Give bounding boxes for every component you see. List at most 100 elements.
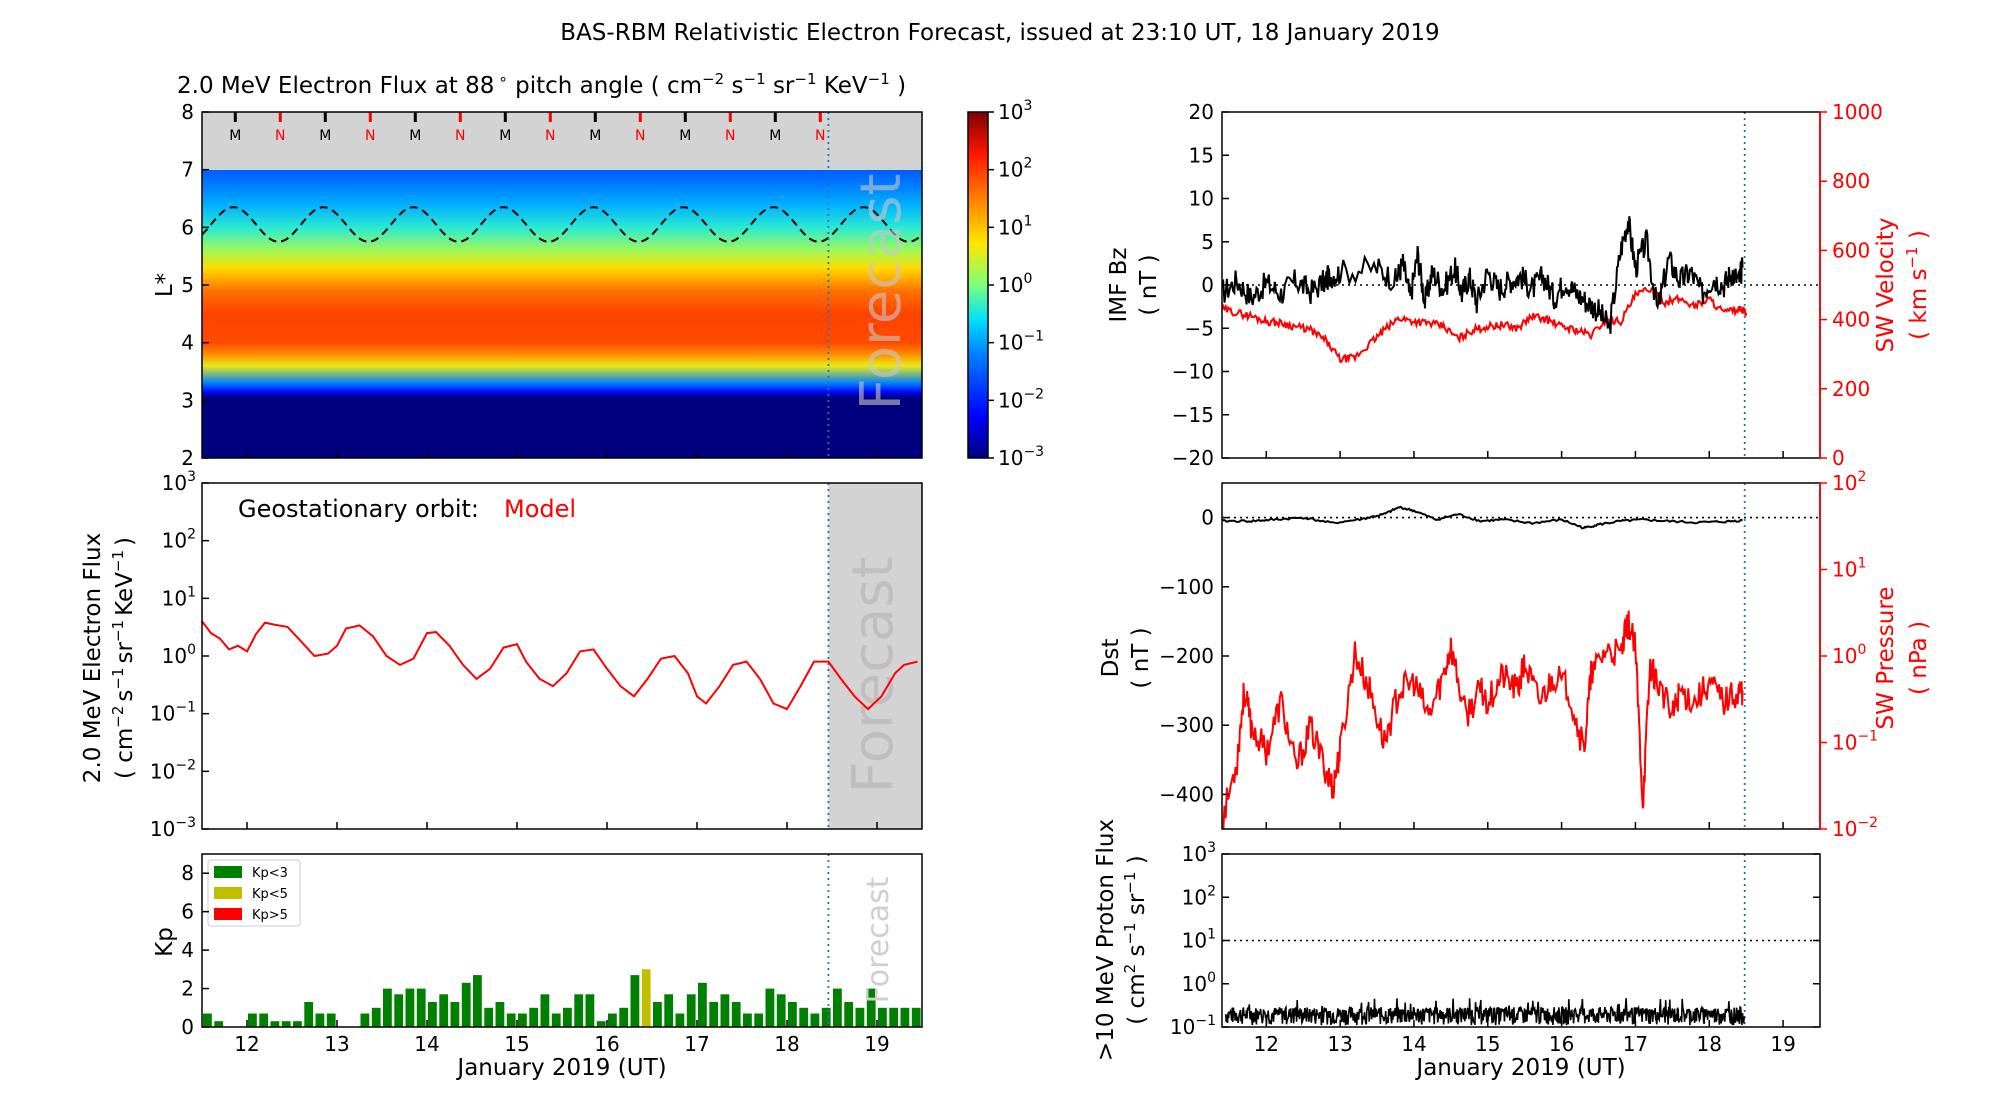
proton-xlabel: January 2019 (UT) <box>1414 1055 1625 1081</box>
imf-ytick-label: −10 <box>1172 360 1214 384</box>
sw-pressure-ytick-label: 100 <box>1832 642 1866 668</box>
lstar-forecast-label: Forecast <box>849 174 914 411</box>
geo-flux-panel: Forecast Geostationary orbit: Model 10−3… <box>80 469 923 841</box>
kp-bar <box>574 994 584 1027</box>
kp-bar <box>799 1007 809 1027</box>
kp-bars <box>203 969 921 1027</box>
dst-xticks <box>1265 822 1784 829</box>
kp-xticks: 12 13 14 15 16 17 18 19 <box>234 1020 890 1056</box>
proton-ytick-label: 102 <box>1182 883 1216 909</box>
kp-bar <box>664 994 674 1027</box>
kp-ytick-label: 0 <box>181 1015 194 1039</box>
imf-ylabel-line2: ( nT ) <box>1136 254 1162 315</box>
kp-xtick-label: 12 <box>234 1032 259 1056</box>
mn-marker-label: N <box>455 128 465 144</box>
lstar-ytick-label: 2 <box>181 446 194 470</box>
sw-yticks-right: 0 200 400 600 800 1000 <box>1819 100 1883 470</box>
sw-velocity-ytick-label: 0 <box>1832 446 1845 470</box>
kp-bar <box>394 994 404 1027</box>
sw-velocity-ytick-label: 800 <box>1832 169 1870 193</box>
kp-bar <box>743 1013 752 1027</box>
kp-ylabel: Kp <box>152 927 178 957</box>
mn-marker-label: N <box>815 128 825 144</box>
lstar-ytick-label: 4 <box>181 331 194 355</box>
dst-ylabel-line1: Dst <box>1098 639 1124 678</box>
kp-bar <box>293 1021 302 1027</box>
lstar-ylabel: L* <box>152 273 178 297</box>
kp-bar <box>911 1007 921 1027</box>
kp-bar <box>383 988 392 1027</box>
lstar-heatmap-panel: 2.0 MeV Electron Flux at 88 ∘ pitch angle… <box>152 70 923 470</box>
kp-bar <box>214 1021 224 1027</box>
kp-xtick-label: 18 <box>774 1032 799 1056</box>
kp-bar <box>540 994 550 1027</box>
proton-xtick-label: 14 <box>1401 1032 1426 1056</box>
mn-marker-label: N <box>365 128 375 144</box>
proton-xtick-label: 16 <box>1549 1032 1574 1056</box>
sw-pressure-yticks-right: 10−2 10−1 100 101 102 <box>1819 469 1878 841</box>
kp-bar <box>619 1007 629 1027</box>
lstar-ytick-label: 6 <box>181 215 194 239</box>
kp-xtick-label: 17 <box>684 1032 709 1056</box>
lstar-xticks <box>246 451 878 458</box>
kp-bar <box>371 1007 381 1027</box>
kp-bar <box>563 1007 572 1027</box>
mn-marker-label: M <box>769 128 781 144</box>
kp-bar <box>450 1002 460 1027</box>
kp-legend-swatch-mid <box>214 887 242 899</box>
kp-bar <box>495 1002 505 1027</box>
colorbar-tick-label: 103 <box>998 98 1032 124</box>
kp-xtick-label: 13 <box>324 1032 349 1056</box>
geo-forecast-label: Forecast <box>841 557 906 794</box>
colorbar-tick-label: 10−2 <box>998 386 1044 412</box>
lstar-heatmap-field <box>202 170 922 458</box>
dst-ytick-label: 0 <box>1201 506 1214 530</box>
geo-flux-frame <box>201 482 923 830</box>
geo-ylabel-line1: 2.0 MeV Electron Flux <box>80 533 106 783</box>
kp-ytick-label: 6 <box>181 900 194 924</box>
sw-velocity-ytick-label: 1000 <box>1832 100 1883 124</box>
kp-bar <box>788 1002 797 1027</box>
geo-xticks <box>246 822 878 829</box>
colorbar-tick-label: 100 <box>998 271 1032 297</box>
kp-bar <box>326 1013 336 1027</box>
imf-sw-panel: −20 −15 −10 −5 0 5 10 15 20 0 200 400 600 800 1000 IM… <box>1106 100 1932 470</box>
kp-bar <box>473 975 482 1027</box>
dst-ylabel-line2: ( nT ) <box>1128 627 1154 688</box>
kp-bar <box>675 1013 685 1027</box>
proton-flux-panel: 10−1 100 101 102 103 12 13 14 15 16 17 18 19 >10 Me… <box>1093 819 1821 1081</box>
mn-marker-label: M <box>499 128 511 144</box>
sw-velocity-ytick-label: 400 <box>1832 308 1870 332</box>
kp-frame <box>201 853 923 1028</box>
dst-ytick-label: −100 <box>1159 575 1214 599</box>
kp-bar <box>653 1002 662 1027</box>
kp-bar <box>596 1021 606 1027</box>
figure-title: BAS-RBM Relativistic Electron Forecast, … <box>560 20 1439 46</box>
geo-model-line <box>202 620 918 711</box>
geo-legend-label: Geostationary orbit: <box>238 495 479 523</box>
colorbar-gradient <box>967 111 989 459</box>
kp-bar <box>698 982 707 1027</box>
kp-bar <box>866 988 876 1027</box>
kp-bar <box>416 988 426 1027</box>
lstar-geo-l-curve <box>202 206 922 243</box>
kp-forecast-label: Forecast <box>861 876 896 1003</box>
kp-bar <box>900 1007 910 1027</box>
imf-ytick-label: 15 <box>1189 143 1214 167</box>
dst-yticks-left: −400 −300 −200 −100 0 <box>1159 506 1229 806</box>
kp-bar <box>203 1013 212 1027</box>
imf-ytick-label: −15 <box>1172 403 1214 427</box>
proton-flux-line <box>1224 998 1746 1026</box>
kp-bar <box>765 988 775 1027</box>
geo-ytick-label: 102 <box>162 527 196 553</box>
sw-pressure-ytick-label: 10−1 <box>1832 729 1878 755</box>
imf-ytick-label: 5 <box>1201 230 1214 254</box>
lstar-heatmap-gray-region <box>202 112 922 170</box>
kp-bar <box>428 1002 437 1027</box>
proton-yticks: 10−1 100 101 102 103 <box>1170 840 1229 1039</box>
kp-bar <box>304 1002 314 1027</box>
colorbar-tick-label: 102 <box>998 156 1032 182</box>
proton-xtick-label: 13 <box>1327 1032 1352 1056</box>
kp-bar <box>585 994 595 1027</box>
kp-xtick-label: 19 <box>864 1032 889 1056</box>
